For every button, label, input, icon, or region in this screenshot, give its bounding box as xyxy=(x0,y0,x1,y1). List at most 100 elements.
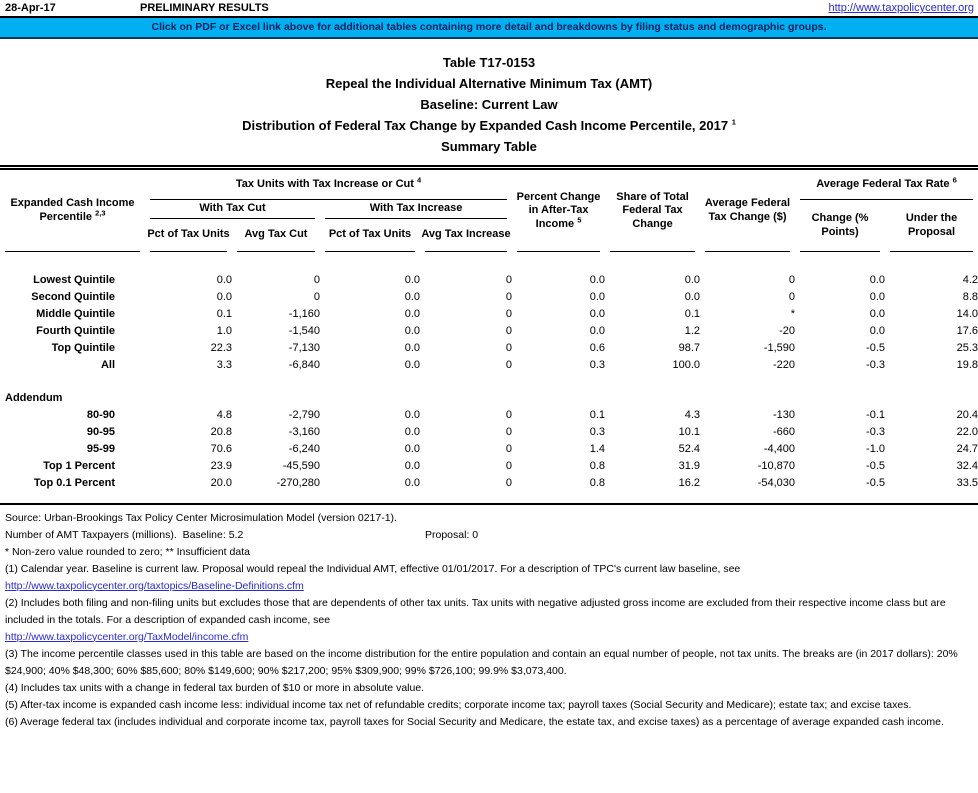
summary-table: Expanded Cash Income Percentile 2,3 Tax … xyxy=(0,165,978,505)
cell-inc_avg: 0 xyxy=(505,274,513,286)
table-row: Top 0.1 Percent 20.0 -270,280 0.0 0 0.8 16.2 -5… xyxy=(0,475,978,492)
cell-inc_pct: 0.0 xyxy=(404,291,420,303)
table-row: All 3.3 -6,840 0.0 0 0.3 100.0 -220 -0.3 19.8 xyxy=(0,357,978,374)
title-block: Table T17-0153 Repeal the Individual Alt… xyxy=(0,52,978,157)
table-row: Top 1 Percent 23.9 -45,590 0.0 0 0.8 31.9 -10,8… xyxy=(0,458,978,475)
cell-inc_pct: 0.0 xyxy=(404,342,420,354)
table-row: Fourth Quintile 1.0 -1,540 0.0 0 0.0 1.2 -20 0.0… xyxy=(0,323,978,340)
cell-inc_pct: 0.0 xyxy=(404,308,420,320)
row-label: 80-90 xyxy=(86,409,115,421)
footnote-3: (3) The income percentile classes used i… xyxy=(5,647,958,677)
cell-rate_under: 32.4 xyxy=(956,460,978,472)
cell-share: 0.0 xyxy=(684,274,701,286)
cell-inc_avg: 0 xyxy=(505,460,513,472)
cell-cut_avg: -1,160 xyxy=(288,308,320,320)
table-row: Lowest Quintile 0.0 0 0.0 0 0.0 0.0 0 0.0 4.2 xyxy=(0,272,978,289)
cell-cut_pct: 0.0 xyxy=(216,274,232,286)
cell-cut_avg: -2,790 xyxy=(288,409,320,421)
cell-rate_pts: 0.0 xyxy=(869,325,886,337)
cell-inc_avg: 0 xyxy=(505,477,513,489)
cell-inc_pct: 0.0 xyxy=(404,477,420,489)
cell-avg_change: -20 xyxy=(779,325,796,337)
cell-avg_change: -220 xyxy=(772,359,796,371)
header-cut-pct-of-tax-units: Pct of Tax Units xyxy=(145,219,232,252)
cell-cut_avg: 0 xyxy=(313,274,320,286)
cell-cut_avg: -45,590 xyxy=(282,460,320,472)
spacer-row xyxy=(0,492,978,504)
cell-ati_pct: 0.1 xyxy=(589,409,606,421)
row-label: Fourth Quintile xyxy=(36,325,115,337)
banner-text: Click on PDF or Excel link above for add… xyxy=(151,21,827,33)
header-average-federal-tax-rate-group: Average Federal Tax Rate 6 xyxy=(795,168,978,200)
cell-ati_pct: 0.0 xyxy=(589,325,606,337)
cell-cut_avg: -3,160 xyxy=(288,426,320,438)
footnote-1: (1) Calendar year. Baseline is current l… xyxy=(5,562,741,575)
header-expanded-cash-income: Expanded Cash Income Percentile 2,3 xyxy=(0,168,145,252)
cell-inc_avg: 0 xyxy=(505,426,513,438)
header-with-tax-increase: With Tax Increase xyxy=(320,200,512,219)
cell-cut_avg: -7,130 xyxy=(288,342,320,354)
cell-inc_avg: 0 xyxy=(505,409,513,421)
header-with-tax-cut: With Tax Cut xyxy=(145,200,320,219)
pct-change-superscript: 5 xyxy=(577,214,582,224)
cell-avg_change: -10,870 xyxy=(757,460,796,472)
cell-cut_pct: 3.3 xyxy=(216,359,232,371)
cell-avg_change: -130 xyxy=(772,409,796,421)
cell-cut_pct: 23.9 xyxy=(210,460,232,472)
cell-rate_under: 25.3 xyxy=(956,342,978,354)
cell-rate_under: 4.2 xyxy=(962,274,978,286)
amt-proposal-value: Proposal: 0 xyxy=(425,528,479,541)
cell-share: 31.9 xyxy=(678,460,701,472)
row-label: 90-95 xyxy=(86,426,115,438)
addendum-row: Addendum xyxy=(0,390,978,407)
header-rate-change-points: Change (% Points) xyxy=(795,200,885,252)
footnote-4: (4) Includes tax units with a change in … xyxy=(5,681,425,694)
spacer-cell xyxy=(0,252,978,272)
spacer-row xyxy=(0,374,978,390)
footnote-1-link[interactable]: http://www.taxpolicycenter.org/taxtopics… xyxy=(5,579,304,592)
cell-avg_change: -4,400 xyxy=(763,443,796,455)
summary-table-label: Summary Table xyxy=(441,139,537,154)
cell-inc_pct: 0.0 xyxy=(404,409,420,421)
spacer-cell xyxy=(0,492,978,504)
row-label: Top 1 Percent xyxy=(43,460,115,472)
cell-cut_pct: 1.0 xyxy=(216,325,232,337)
cell-ati_pct: 0.0 xyxy=(589,308,606,320)
cell-ati_pct: 1.4 xyxy=(589,443,606,455)
legend-line: * Non-zero value rounded to zero; ** Ins… xyxy=(5,545,250,558)
cell-rate_pts: -1.0 xyxy=(866,443,886,455)
cell-rate_pts: -0.3 xyxy=(866,359,886,371)
cell-cut_avg: -6,840 xyxy=(288,359,320,371)
addendum-label: Addendum xyxy=(5,392,63,404)
table-title: Repeal the Individual Alternative Minimu… xyxy=(325,76,653,91)
header-rate-under-proposal: Under the Proposal xyxy=(885,200,978,252)
tpc-url-link[interactable]: http://www.taxpolicycenter.org xyxy=(828,2,974,14)
cell-avg_change: -54,030 xyxy=(757,477,796,489)
cell-ati_pct: 0.3 xyxy=(589,359,606,371)
row-label: 95-99 xyxy=(86,443,115,455)
cell-cut_pct: 0.0 xyxy=(216,291,232,303)
header-avg-tax-cut: Avg Tax Cut xyxy=(232,219,320,252)
cell-inc_avg: 0 xyxy=(505,359,513,371)
cell-avg_change: 0 xyxy=(788,291,796,303)
cell-rate_under: 14.0 xyxy=(956,308,978,320)
cell-ati_pct: 0.8 xyxy=(589,460,606,472)
cell-inc_avg: 0 xyxy=(505,342,513,354)
header-average-federal-tax-change: Average Federal Tax Change ($) xyxy=(700,168,795,252)
preliminary-results-label: PRELIMINARY RESULTS xyxy=(140,2,269,14)
footnote-2-link[interactable]: http://www.taxpolicycenter.org/TaxModel/… xyxy=(5,630,249,643)
cell-share: 10.1 xyxy=(678,426,701,438)
cell-avg_change: -1,590 xyxy=(763,342,796,354)
cell-share: 98.7 xyxy=(678,342,701,354)
top-bar: 28-Apr-17 PRELIMINARY RESULTS http://www… xyxy=(0,0,978,18)
cell-rate_pts: 0.0 xyxy=(869,291,886,303)
row-label: Second Quintile xyxy=(31,291,115,303)
cell-cut_pct: 70.6 xyxy=(210,443,232,455)
cell-rate_pts: 0.0 xyxy=(869,308,886,320)
cell-share: 0.1 xyxy=(684,308,701,320)
cell-ati_pct: 0.0 xyxy=(589,274,606,286)
cell-ati_pct: 0.0 xyxy=(589,291,606,303)
cell-rate_pts: -0.5 xyxy=(866,342,886,354)
cell-avg_change: -660 xyxy=(772,426,796,438)
cell-share: 0.0 xyxy=(684,291,701,303)
